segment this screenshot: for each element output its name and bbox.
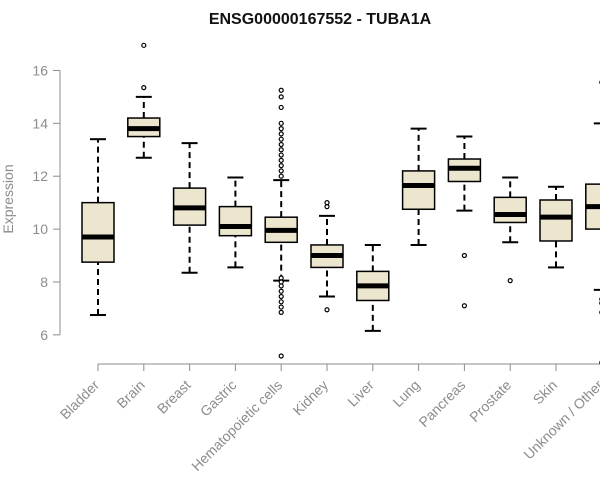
- category-label-gastric: Gastric: [197, 377, 240, 420]
- category-label-kidney: Kidney: [290, 377, 332, 419]
- outlier-point-hematopoietic-cells-19: [278, 120, 284, 126]
- category-label-skin: Skin: [530, 377, 561, 408]
- iqr-box-prostate: [493, 196, 527, 224]
- chart-title: ENSG00000167552 - TUBA1A: [209, 11, 432, 28]
- box-lung: [401, 127, 436, 246]
- outlier-point-hematopoietic-cells-17: [278, 131, 284, 137]
- box-skin: [539, 185, 573, 269]
- box-liver: [356, 243, 390, 332]
- outlier-point-pancreas-0: [461, 303, 467, 309]
- outlier-point-kidney-2: [324, 200, 330, 206]
- outlier-point-hematopoietic-cells-0: [278, 353, 284, 359]
- outlier-point-prostate-0: [507, 278, 513, 284]
- box-pancreas: [447, 135, 482, 309]
- category-label-brain: Brain: [113, 377, 147, 411]
- y-tick-label-14: 14: [32, 115, 48, 131]
- outlier-point-hematopoietic-cells-16: [278, 136, 284, 142]
- category-label-lung: Lung: [389, 377, 422, 410]
- y-axis-label: Expression: [0, 164, 16, 233]
- outlier-point-hematopoietic-cells-12: [278, 157, 284, 163]
- outlier-point-hematopoietic-cells-20: [278, 104, 284, 111]
- box-unknown-other: [585, 80, 600, 365]
- y-tick-label-12: 12: [32, 168, 48, 184]
- outlier-point-hematopoietic-cells-15: [278, 141, 284, 148]
- y-tick-label-6: 6: [40, 327, 48, 343]
- outlier-point-hematopoietic-cells-11: [278, 163, 284, 169]
- box-gastric: [218, 176, 253, 269]
- iqr-box-gastric: [218, 205, 253, 237]
- category-label-hematopoietic-cells: Hematopoietic cells: [188, 377, 285, 474]
- outlier-point-brain-0: [141, 85, 147, 91]
- outlier-point-hematopoietic-cells-8: [278, 275, 284, 281]
- box-layer: [81, 42, 600, 365]
- outlier-point-hematopoietic-cells-22: [278, 87, 284, 93]
- category-label-pancreas: Pancreas: [415, 377, 468, 430]
- outlier-point-pancreas-1: [461, 252, 467, 259]
- iqr-box-lung: [401, 170, 436, 211]
- iqr-box-bladder: [81, 201, 115, 263]
- category-label-liver: Liver: [344, 377, 377, 410]
- box-kidney: [310, 200, 344, 313]
- axis-layer: 6 8 10 12 14 16: [32, 62, 600, 371]
- category-label-breast: Breast: [154, 377, 194, 417]
- box-breast: [172, 142, 207, 274]
- outlier-point-hematopoietic-cells-18: [278, 126, 284, 132]
- y-tick-label-10: 10: [32, 221, 48, 237]
- category-label-unknown-other: Unknown / Other: [520, 377, 600, 463]
- y-tick-label-16: 16: [32, 62, 48, 78]
- outlier-point-brain-1: [141, 42, 147, 48]
- category-label-bladder: Bladder: [57, 377, 103, 423]
- outlier-point-hematopoietic-cells-3: [278, 299, 284, 305]
- outlier-point-hematopoietic-cells-13: [278, 152, 284, 158]
- outlier-point-kidney-0: [324, 307, 330, 313]
- outlier-point-hematopoietic-cells-2: [278, 304, 284, 310]
- outlier-point-hematopoietic-cells-1: [278, 309, 284, 315]
- outlier-point-hematopoietic-cells-10: [278, 168, 284, 174]
- category-label-prostate: Prostate: [466, 377, 514, 425]
- outlier-point-hematopoietic-cells-21: [278, 94, 284, 100]
- outlier-point-hematopoietic-cells-14: [278, 147, 284, 153]
- y-tick-label-8: 8: [40, 274, 48, 290]
- box-hematopoietic-cells: [264, 87, 298, 359]
- box-bladder: [81, 138, 115, 317]
- outlier-point-hematopoietic-cells-4: [278, 293, 284, 300]
- box-prostate: [493, 176, 527, 284]
- outlier-point-hematopoietic-cells-5: [278, 288, 284, 294]
- iqr-box-skin: [539, 199, 573, 242]
- box-brain: [127, 42, 161, 159]
- outlier-point-hematopoietic-cells-9: [278, 173, 284, 179]
